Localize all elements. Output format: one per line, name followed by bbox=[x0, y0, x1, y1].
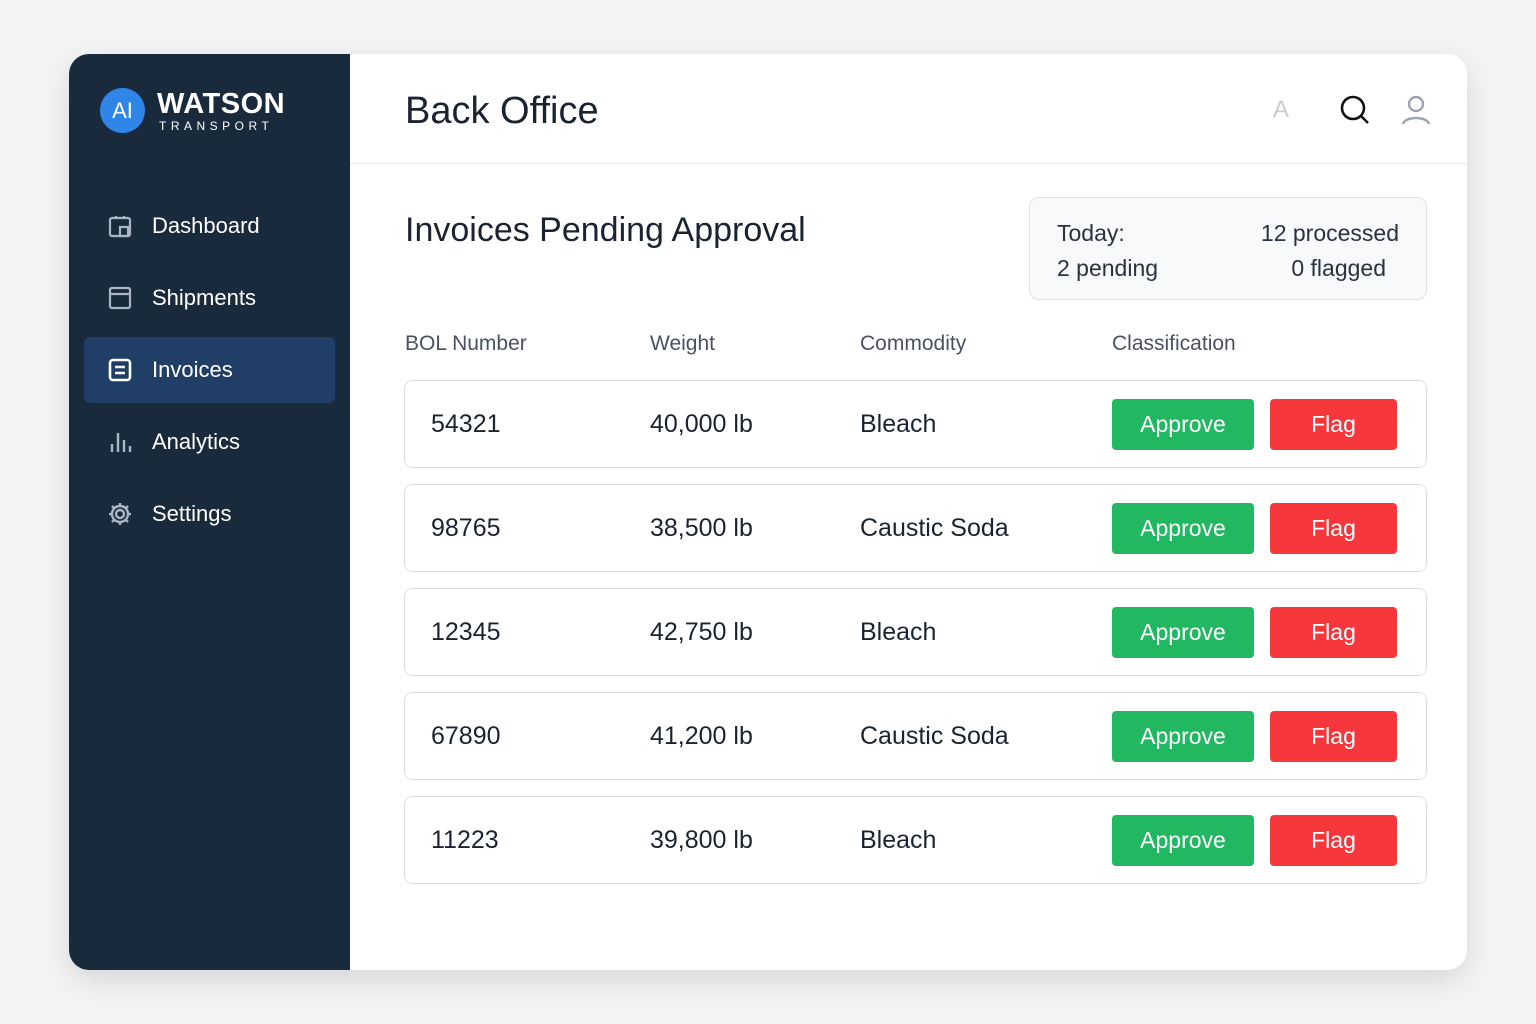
sidebar-item-label: Settings bbox=[152, 501, 232, 526]
column-header: Commodity bbox=[860, 332, 967, 355]
dashboard-icon bbox=[108, 216, 132, 238]
sidebar-item-shipments[interactable]: Shipments bbox=[84, 265, 335, 331]
table-row: 11223 39,800 lb Bleach Approve Flag bbox=[404, 796, 1427, 884]
weight: 40,000 lb bbox=[650, 410, 753, 438]
approve-button[interactable]: Approve bbox=[1112, 815, 1254, 866]
sidebar-item-label: Dashboard bbox=[152, 213, 260, 238]
logo-badge: AI bbox=[100, 88, 145, 133]
summary-today: Today: bbox=[1057, 220, 1125, 246]
flag-button[interactable]: Flag bbox=[1270, 503, 1397, 554]
bol-number: 54321 bbox=[431, 410, 501, 438]
commodity: Bleach bbox=[860, 826, 937, 854]
logo: AI WATSON TRANSPORT bbox=[100, 88, 285, 133]
bol-number: 98765 bbox=[431, 514, 501, 542]
brand-name: WATSON bbox=[157, 87, 286, 120]
header: Back Office A bbox=[350, 54, 1467, 164]
summary-processed: 12 processed bbox=[1260, 220, 1399, 246]
bar-chart-icon bbox=[110, 433, 132, 452]
commodity: Caustic Soda bbox=[860, 514, 1009, 542]
search-icon[interactable] bbox=[1339, 94, 1371, 126]
flag-button[interactable]: Flag bbox=[1270, 607, 1397, 658]
sidebar-item-label: Shipments bbox=[152, 285, 256, 310]
sidebar-nav: Dashboard Shipments Invoices Analytics S… bbox=[84, 193, 335, 553]
table-row: 67890 41,200 lb Caustic Soda Approve Fla… bbox=[404, 692, 1427, 780]
weight: 39,800 lb bbox=[650, 826, 753, 854]
weight: 38,500 lb bbox=[650, 514, 753, 542]
weight: 41,200 lb bbox=[650, 722, 753, 750]
gear-icon bbox=[109, 503, 131, 525]
weight: 42,750 lb bbox=[650, 618, 753, 646]
sidebar-item-label: Invoices bbox=[152, 357, 233, 382]
font-size-button[interactable]: A bbox=[1272, 96, 1289, 123]
summary-pending: 2 pending bbox=[1057, 255, 1159, 281]
invoice-icon bbox=[108, 358, 132, 382]
invoice-table: 54321 40,000 lb Bleach Approve Flag 98765… bbox=[404, 380, 1427, 900]
commodity: Caustic Soda bbox=[860, 722, 1009, 750]
sidebar-item-analytics[interactable]: Analytics bbox=[84, 409, 335, 475]
commodity: Bleach bbox=[860, 618, 937, 646]
summary-box: Today: 12 processed 2 pending 0 flagged bbox=[1029, 197, 1427, 300]
approve-button[interactable]: Approve bbox=[1112, 711, 1254, 762]
sidebar-item-dashboard[interactable]: Dashboard bbox=[84, 193, 335, 259]
sidebar-item-invoices[interactable]: Invoices bbox=[84, 337, 335, 403]
page-title: Back Office bbox=[405, 90, 599, 132]
table-row: 98765 38,500 lb Caustic Soda Approve Fla… bbox=[404, 484, 1427, 572]
approve-button[interactable]: Approve bbox=[1112, 607, 1254, 658]
approve-button[interactable]: Approve bbox=[1112, 399, 1254, 450]
commodity: Bleach bbox=[860, 410, 937, 438]
user-icon[interactable] bbox=[1401, 94, 1431, 126]
flag-button[interactable]: Flag bbox=[1270, 399, 1397, 450]
flag-button[interactable]: Flag bbox=[1270, 711, 1397, 762]
window-icon bbox=[108, 286, 132, 310]
section-title: Invoices Pending Approval bbox=[405, 211, 806, 249]
sidebar: AI WATSON TRANSPORT Dashboard Shipments … bbox=[69, 54, 350, 970]
main-content: Back Office A Invoices Pending Approval … bbox=[350, 54, 1467, 970]
column-header: BOL Number bbox=[405, 332, 527, 355]
table-row: 54321 40,000 lb Bleach Approve Flag bbox=[404, 380, 1427, 468]
table-row: 12345 42,750 lb Bleach Approve Flag bbox=[404, 588, 1427, 676]
bol-number: 67890 bbox=[431, 722, 501, 750]
brand-subtitle: TRANSPORT bbox=[159, 118, 274, 133]
sidebar-item-label: Analytics bbox=[152, 429, 241, 454]
flag-button[interactable]: Flag bbox=[1270, 815, 1397, 866]
approve-button[interactable]: Approve bbox=[1112, 503, 1254, 554]
sidebar-item-settings[interactable]: Settings bbox=[84, 481, 335, 547]
summary-flagged: 0 flagged bbox=[1291, 255, 1386, 281]
bol-number: 12345 bbox=[431, 618, 501, 646]
column-header: Classification bbox=[1112, 332, 1236, 355]
bol-number: 11223 bbox=[431, 826, 499, 854]
app-window: AI WATSON TRANSPORT Dashboard Shipments … bbox=[69, 54, 1467, 970]
column-header: Weight bbox=[650, 332, 715, 355]
